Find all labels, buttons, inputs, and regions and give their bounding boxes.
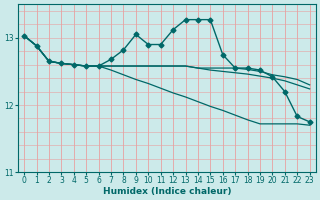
X-axis label: Humidex (Indice chaleur): Humidex (Indice chaleur) bbox=[103, 187, 231, 196]
